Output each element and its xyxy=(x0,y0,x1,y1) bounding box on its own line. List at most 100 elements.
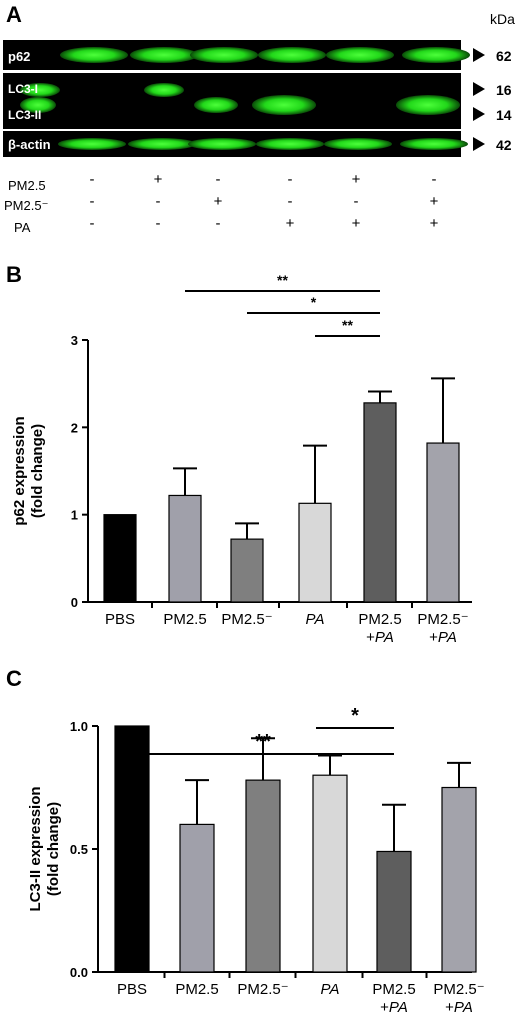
y-tick-label: 0.5 xyxy=(70,842,88,857)
x-tick-label: PBS xyxy=(117,981,147,998)
p62-band xyxy=(60,47,128,63)
treatment-sign: + xyxy=(154,171,163,188)
x-tick-label: +PA xyxy=(445,999,473,1016)
significance-label: * xyxy=(351,705,359,727)
y-tick-label: 3 xyxy=(71,333,78,348)
panel-b-letter: B xyxy=(6,262,22,287)
p62-band xyxy=(258,47,326,63)
lc3-i-label: LC3-I xyxy=(8,82,38,96)
bar xyxy=(245,779,281,973)
y-tick-label: 1.0 xyxy=(70,719,88,734)
lc3-ii-band xyxy=(252,95,316,115)
beta-actin-band xyxy=(400,138,468,150)
kda-label: kDa xyxy=(490,11,515,27)
x-tick-label: +PA xyxy=(429,629,457,646)
x-tick-label: PM2.5⁻ xyxy=(417,611,468,628)
treatment-sign: - xyxy=(90,171,95,188)
y-axis-label: (fold change) xyxy=(45,802,62,896)
treatment-sign: - xyxy=(432,171,437,188)
x-tick-label: PM2.5⁻ xyxy=(221,611,272,628)
y-axis-label: LC3-II expression xyxy=(27,786,44,911)
kda-14: 14 xyxy=(496,107,512,123)
x-tick-label: +PA xyxy=(366,629,394,646)
beta-actin-band xyxy=(324,138,392,150)
marker-arrow-icon xyxy=(473,107,485,121)
treatment-sign: + xyxy=(430,215,439,232)
beta-actin-band xyxy=(256,138,324,150)
x-tick-label: +PA xyxy=(380,999,408,1016)
lc3-i-band xyxy=(144,83,184,97)
treatment-sign: + xyxy=(430,193,439,210)
bar xyxy=(441,786,477,973)
beta-actin-band xyxy=(58,138,126,150)
x-tick-label: PM2.5 xyxy=(372,981,415,998)
bar xyxy=(298,502,332,603)
x-tick-label: PM2.5⁻ xyxy=(237,981,288,998)
bar xyxy=(312,774,348,973)
beta-actin-label: β-actin xyxy=(8,137,51,152)
p62-band xyxy=(130,47,198,63)
treatment-label-pm25-minus: PM2.5⁻ xyxy=(4,198,48,213)
significance-label: ** xyxy=(342,317,353,333)
beta-actin-band xyxy=(128,138,196,150)
x-tick-label: PBS xyxy=(105,611,135,628)
treatment-sign: - xyxy=(90,193,95,210)
blot-bands xyxy=(20,47,470,150)
treatment-sign: + xyxy=(286,215,295,232)
lc3-i-band xyxy=(20,83,60,97)
panel-a-letter: A xyxy=(6,2,22,27)
treatment-sign: - xyxy=(90,215,95,232)
lc3-ii-band xyxy=(194,97,238,113)
bar xyxy=(114,725,150,973)
p62-band xyxy=(402,47,470,63)
bar xyxy=(376,850,412,973)
y-tick-label: 1 xyxy=(71,508,78,523)
bar xyxy=(168,494,202,603)
marker-arrow-icon xyxy=(473,82,485,96)
treatment-sign: + xyxy=(352,171,361,188)
treatment-signs: - + - - + - - - + - - + - - - + + + xyxy=(90,171,439,232)
significance-label: * xyxy=(311,294,317,310)
significance-label: ** xyxy=(277,272,288,288)
beta-actin-band xyxy=(188,138,256,150)
panel-c-letter: C xyxy=(6,666,22,691)
y-tick-label: 0.0 xyxy=(70,965,88,980)
marker-arrow-icon xyxy=(473,137,485,151)
y-tick-label: 0 xyxy=(71,595,78,610)
p62-label: p62 xyxy=(8,49,30,64)
treatment-sign: - xyxy=(156,215,161,232)
lc3-ii-band xyxy=(396,95,460,115)
treatment-sign: + xyxy=(214,193,223,210)
significance-label: ** xyxy=(255,731,271,753)
marker-arrow-icon xyxy=(473,48,485,62)
p62-band xyxy=(190,47,258,63)
x-tick-label: PM2.5 xyxy=(163,611,206,628)
bar xyxy=(230,538,264,603)
y-axis-label: (fold change) xyxy=(29,424,46,518)
treatment-sign: - xyxy=(216,171,221,188)
x-tick-label: PA xyxy=(321,981,340,998)
treatment-label-pm25: PM2.5 xyxy=(8,178,46,193)
bar xyxy=(363,402,397,603)
bar xyxy=(179,823,215,973)
x-tick-label: PM2.5 xyxy=(175,981,218,998)
treatment-sign: - xyxy=(216,215,221,232)
treatment-sign: + xyxy=(352,215,361,232)
treatment-sign: - xyxy=(288,171,293,188)
bar xyxy=(103,514,137,603)
x-tick-label: PM2.5 xyxy=(358,611,401,628)
p62-bar-chart: 0 1 2 3 p62 expression (fold change) PBS PM2.5 P… xyxy=(11,272,472,646)
lc3-ii-label: LC3-II xyxy=(8,108,41,122)
y-axis-label: p62 expression xyxy=(11,416,28,525)
x-tick-label: PM2.5⁻ xyxy=(433,981,484,998)
bar xyxy=(426,442,460,603)
lc3-ii-band xyxy=(20,97,56,113)
kda-16: 16 xyxy=(496,82,512,98)
treatment-label-pa: PA xyxy=(14,220,31,235)
x-tick-label: PA xyxy=(306,611,325,628)
treatment-sign: - xyxy=(156,193,161,210)
p62-band xyxy=(326,47,394,63)
treatment-sign: - xyxy=(288,193,293,210)
kda-62: 62 xyxy=(496,48,512,64)
